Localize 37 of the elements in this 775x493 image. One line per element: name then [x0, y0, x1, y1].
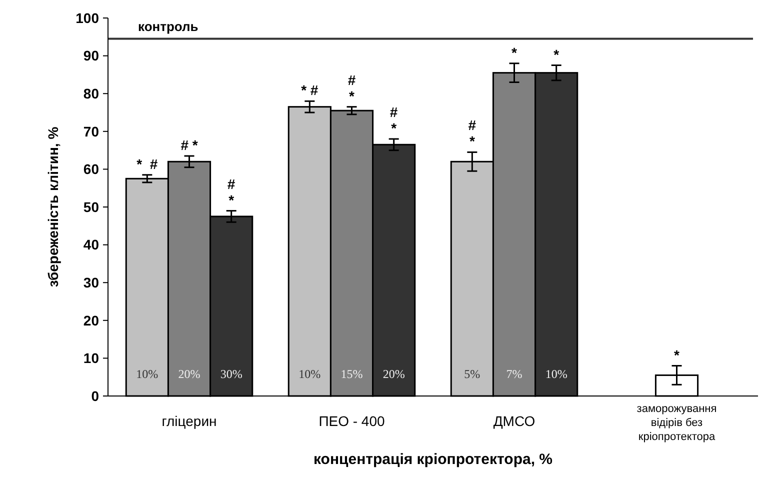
- x-tick-label: ПЕО - 400: [318, 413, 386, 429]
- x-tick-label: гліцерин: [162, 413, 217, 429]
- data-label: # *: [348, 72, 356, 104]
- data-label: *: [554, 46, 560, 62]
- annotation: 15%: [340, 367, 363, 381]
- data-label: # *: [227, 176, 236, 208]
- annotation: 20%: [178, 367, 200, 381]
- data-label: *: [512, 44, 518, 60]
- y-tick-label: 90: [83, 48, 100, 64]
- y-axis-title: збереженість клітин, %: [45, 126, 61, 288]
- annotation: 10%: [545, 367, 568, 381]
- annotation: 20%: [382, 367, 405, 381]
- data-label: *: [674, 346, 680, 363]
- data-label: # *: [468, 117, 476, 150]
- data-label: * #: [301, 82, 318, 98]
- y-tick-label: 30: [83, 274, 100, 290]
- annotation: 7%: [506, 367, 522, 381]
- y-tick-label: 60: [83, 161, 100, 178]
- y-tick-label: 40: [83, 236, 100, 253]
- data-label: * #: [136, 156, 158, 172]
- y-tick-label: 0: [91, 388, 100, 404]
- data-label: # *: [390, 104, 398, 136]
- y-tick-label: 100: [76, 10, 100, 26]
- y-tick-label: 10: [83, 350, 100, 366]
- x-tick-label: заморожування відірів без кріопротектора: [636, 403, 717, 443]
- annotation: 10%: [298, 367, 321, 381]
- x-tick-label: ДМСО: [493, 413, 536, 429]
- y-tick-label: 50: [83, 198, 100, 215]
- y-tick-label: 70: [83, 123, 100, 140]
- x-axis-title: концентрація кріопротектора, %: [313, 451, 553, 468]
- y-tick-label: 80: [83, 86, 100, 102]
- annotation: 30%: [220, 367, 242, 381]
- annotation: 10%: [136, 367, 158, 381]
- y-tick-label: 20: [83, 312, 100, 328]
- data-label: # *: [180, 136, 198, 153]
- annotation: 5%: [464, 367, 480, 381]
- ref-line-label: контроль: [138, 18, 198, 34]
